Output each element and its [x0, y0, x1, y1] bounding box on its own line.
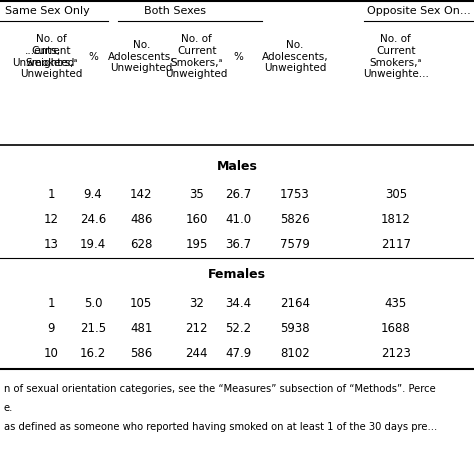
Text: 32: 32: [189, 297, 204, 310]
Text: 244: 244: [185, 347, 208, 360]
Text: 160: 160: [185, 213, 208, 226]
Text: 9.4: 9.4: [83, 188, 102, 201]
Text: 9: 9: [47, 322, 55, 335]
Text: 52.2: 52.2: [225, 322, 252, 335]
Text: ...ents,
Unweighted: ...ents, Unweighted: [12, 46, 74, 68]
Text: 1: 1: [47, 188, 55, 201]
Text: Males: Males: [217, 160, 257, 173]
Text: n of sexual orientation categories, see the “Measures” subsection of “Methods”. : n of sexual orientation categories, see …: [4, 384, 436, 394]
Text: 2123: 2123: [381, 347, 411, 360]
Text: 628: 628: [130, 238, 153, 251]
Text: 24.6: 24.6: [80, 213, 106, 226]
Text: 486: 486: [130, 213, 153, 226]
Text: %: %: [88, 52, 98, 62]
Text: Both Sexes: Both Sexes: [145, 6, 206, 17]
Text: %: %: [234, 52, 243, 62]
Text: 1753: 1753: [280, 188, 310, 201]
Text: 435: 435: [385, 297, 407, 310]
Text: 305: 305: [385, 188, 407, 201]
Text: 41.0: 41.0: [225, 213, 252, 226]
Text: 2117: 2117: [381, 238, 411, 251]
Text: 19.4: 19.4: [80, 238, 106, 251]
Text: Opposite Sex On...: Opposite Sex On...: [367, 6, 471, 17]
Text: 47.9: 47.9: [225, 347, 252, 360]
Text: 21.5: 21.5: [80, 322, 106, 335]
Text: 5826: 5826: [280, 213, 310, 226]
Text: 1688: 1688: [381, 322, 410, 335]
Text: 13: 13: [44, 238, 59, 251]
Text: No.
Adolescents,
Unweighted: No. Adolescents, Unweighted: [108, 40, 174, 73]
Text: 2164: 2164: [280, 297, 310, 310]
Text: 586: 586: [130, 347, 152, 360]
Text: Same Sex Only: Same Sex Only: [5, 6, 90, 17]
Text: 10: 10: [44, 347, 59, 360]
Text: 7579: 7579: [280, 238, 310, 251]
Text: 16.2: 16.2: [80, 347, 106, 360]
Text: 5938: 5938: [280, 322, 310, 335]
Text: Females: Females: [208, 268, 266, 282]
Text: No. of
Current
Smokers,ᵃ
Unweighted: No. of Current Smokers,ᵃ Unweighted: [165, 35, 228, 79]
Text: 26.7: 26.7: [225, 188, 252, 201]
Text: as defined as someone who reported having smoked on at least 1 of the 30 days pr: as defined as someone who reported havin…: [4, 422, 437, 432]
Text: 35: 35: [189, 188, 204, 201]
Text: 1: 1: [47, 297, 55, 310]
Text: 36.7: 36.7: [225, 238, 252, 251]
Text: 105: 105: [130, 297, 152, 310]
Text: 34.4: 34.4: [225, 297, 252, 310]
Text: 481: 481: [130, 322, 153, 335]
Text: 142: 142: [130, 188, 153, 201]
Text: 195: 195: [185, 238, 208, 251]
Text: 1812: 1812: [381, 213, 411, 226]
Text: No.
Adolescents,
Unweighted: No. Adolescents, Unweighted: [262, 40, 328, 73]
Text: No. of
Current
Smokers,ᵃ
Unweighted: No. of Current Smokers,ᵃ Unweighted: [20, 35, 82, 79]
Text: 12: 12: [44, 213, 59, 226]
Text: 212: 212: [185, 322, 208, 335]
Text: 8102: 8102: [280, 347, 310, 360]
Text: 5.0: 5.0: [83, 297, 102, 310]
Text: e.: e.: [4, 403, 13, 413]
Text: No. of
Current
Smokers,ᵃ
Unweighte...: No. of Current Smokers,ᵃ Unweighte...: [363, 35, 428, 79]
